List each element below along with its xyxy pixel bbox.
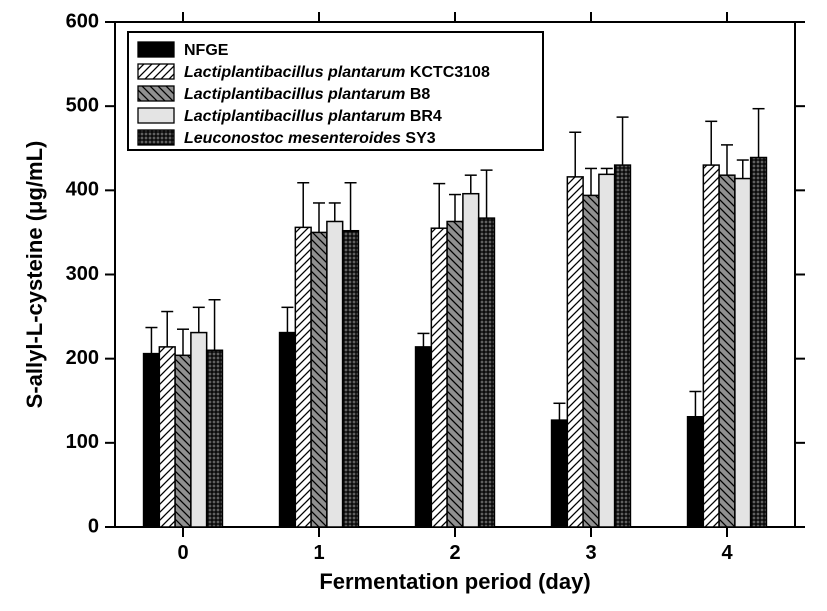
legend-swatch: [138, 42, 174, 57]
bar: [447, 221, 463, 527]
bar: [479, 218, 495, 527]
y-tick-label: 500: [66, 94, 99, 116]
bar-chart: 0 100 200 300 400 500 600 0 1 2 3 4 S-allyl-L-cystei…: [0, 0, 827, 611]
y-tick-label: 400: [66, 179, 99, 201]
bar: [295, 227, 311, 527]
bar: [735, 179, 751, 527]
bar: [463, 194, 479, 527]
bar: [719, 175, 735, 527]
bar: [207, 350, 223, 527]
legend-swatch: [138, 108, 174, 123]
x-tick-label: 1: [313, 542, 324, 564]
legend-swatch: [138, 130, 174, 145]
bar: [751, 158, 767, 527]
y-tick-label: 200: [66, 347, 99, 369]
legend-label: Leuconostoc mesenteroides SY3: [184, 130, 436, 147]
x-tick-label: 3: [585, 542, 596, 564]
chart-container: 0 100 200 300 400 500 600 0 1 2 3 4 S-allyl-L-cystei…: [0, 0, 827, 611]
bar: [280, 333, 296, 527]
y-tick-label: 300: [66, 263, 99, 285]
bar: [703, 165, 719, 527]
bar: [144, 354, 160, 527]
bar: [599, 174, 615, 527]
legend-swatch: [138, 86, 174, 101]
legend-label: Lactiplantibacillus plantarum BR4: [184, 108, 442, 125]
bar: [175, 355, 191, 527]
bar: [431, 228, 447, 527]
bar: [567, 177, 583, 527]
legend-label: Lactiplantibacillus plantarum KCTC3108: [184, 64, 490, 81]
y-tick-label: 0: [88, 515, 99, 537]
x-tick-label: 0: [177, 542, 188, 564]
x-tick-label: 2: [449, 542, 460, 564]
x-tick-label: 4: [721, 542, 733, 564]
bar: [327, 221, 343, 527]
bar: [688, 417, 704, 527]
bar: [615, 165, 631, 527]
legend-label: NFGE: [184, 42, 229, 59]
bar: [552, 420, 568, 527]
y-tick-label: 600: [66, 10, 99, 32]
bar: [159, 347, 175, 527]
bar: [583, 195, 599, 527]
x-axis-label: Fermentation period (day): [319, 569, 590, 594]
bar: [311, 232, 327, 527]
bar: [343, 231, 359, 527]
bar: [416, 347, 432, 527]
y-tick-label: 100: [66, 431, 99, 453]
legend-swatch: [138, 64, 174, 79]
y-axis-label: S-allyl-L-cysteine (μg/mL): [22, 141, 47, 409]
legend-label: Lactiplantibacillus plantarum B8: [184, 86, 430, 103]
bar: [191, 333, 207, 527]
